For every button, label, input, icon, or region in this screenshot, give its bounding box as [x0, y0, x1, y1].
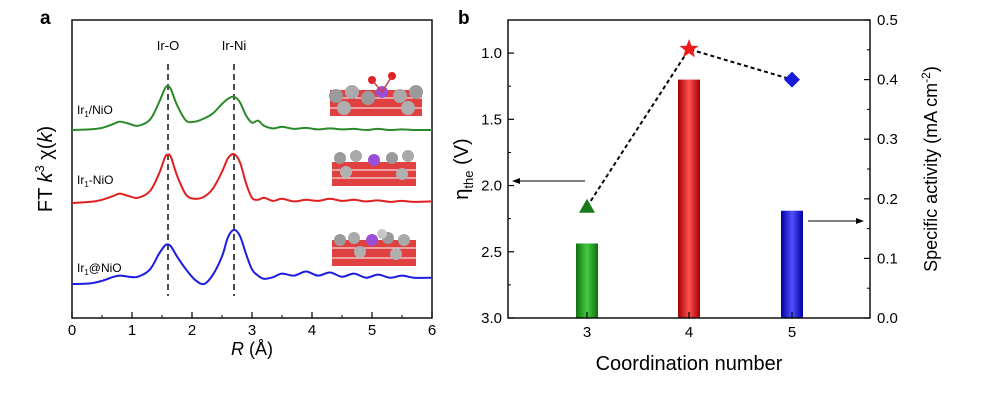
left-tick-label: 2.0 [481, 178, 502, 195]
right-tick-label: 0.2 [877, 191, 898, 208]
panel-a-x-axis-label: R (Å) [231, 339, 273, 359]
panel-b-label: b [458, 8, 470, 29]
right-tick-label: 0.3 [877, 131, 898, 148]
x-tick-label: 5 [788, 324, 796, 341]
x-tick-label: 4 [685, 324, 693, 341]
series-line [71, 152, 433, 204]
panel-b-right-ticks: 0.0 0.1 0.2 0.3 0.4 0.5 [864, 12, 898, 327]
activity-bar [576, 243, 598, 318]
panel-b-bars [576, 79, 803, 318]
panel-b-chart: 1.0 1.5 2.0 2.5 3.0 0.0 0.1 0.2 0.3 0.4 0.5 3 4 5 C… [451, 12, 941, 375]
x-tick-label: 3 [583, 324, 591, 341]
series-label-ir1-nio-slash: Ir1/NiO [77, 103, 113, 119]
structure-illustration-top [329, 72, 423, 116]
left-tick-label: 2.5 [481, 244, 502, 261]
right-axis-arrow [808, 218, 864, 224]
triangle-marker [579, 198, 595, 213]
structure-illustration-middle [332, 150, 416, 186]
panel-a-y-axis-label: FT k3 χ(k) [32, 126, 57, 212]
structure-illustration-bottom [332, 229, 416, 266]
right-tick-label: 0.5 [877, 12, 898, 29]
left-tick-label: 3.0 [481, 310, 502, 327]
panel-b-left-axis-label: ηthe (V) [451, 138, 476, 199]
x-tick-label: 5 [368, 322, 376, 339]
panel-a-reference-lines: Ir-O Ir-Ni [157, 38, 247, 296]
x-tick-label: 6 [428, 322, 436, 339]
panel-b-right-axis-label: Specific activity (mA cm-2) [919, 66, 941, 272]
left-axis-arrow [512, 178, 585, 184]
panel-b-left-ticks: 1.0 1.5 2.0 2.5 3.0 [481, 19, 514, 327]
panel-b-x-ticks: 3 4 5 [583, 312, 796, 341]
x-tick-label: 2 [188, 322, 196, 339]
panel-b-marker-line [586, 47, 793, 208]
reference-line-label: Ir-O [157, 38, 179, 53]
series-line [71, 85, 432, 132]
series-line [71, 228, 433, 286]
star-marker [679, 39, 699, 58]
diamond-marker [784, 71, 800, 88]
reference-line-label: Ir-Ni [222, 38, 247, 53]
series-label-ir1-at-nio: Ir1@NiO [77, 261, 122, 277]
panel-a-series [71, 85, 433, 286]
right-tick-label: 0.1 [877, 250, 898, 267]
marker-connector-line [586, 47, 793, 208]
left-tick-label: 1.0 [481, 45, 502, 62]
panel-a-label: a [40, 8, 51, 29]
panel-a-chart: 0 1 2 3 4 5 6 Ir-O Ir-Ni Ir1/NiO Ir1-NiO Ir1@Ni… [32, 19, 436, 359]
panel-b-x-axis-label: Coordination number [596, 353, 783, 375]
activity-bar [781, 210, 803, 318]
left-tick-label: 1.5 [481, 111, 502, 128]
panel-b-markers [579, 39, 800, 213]
x-tick-label: 1 [128, 322, 136, 339]
right-tick-label: 0.0 [877, 310, 898, 327]
x-tick-label: 4 [308, 322, 316, 339]
panel-a-x-ticks: 0 1 2 3 4 5 6 [68, 312, 436, 339]
x-tick-label: 0 [68, 322, 76, 339]
x-tick-label: 3 [248, 322, 256, 339]
right-tick-label: 0.4 [877, 72, 898, 89]
activity-bar [678, 79, 700, 318]
series-label-ir1-nio-dash: Ir1-NiO [77, 173, 113, 189]
